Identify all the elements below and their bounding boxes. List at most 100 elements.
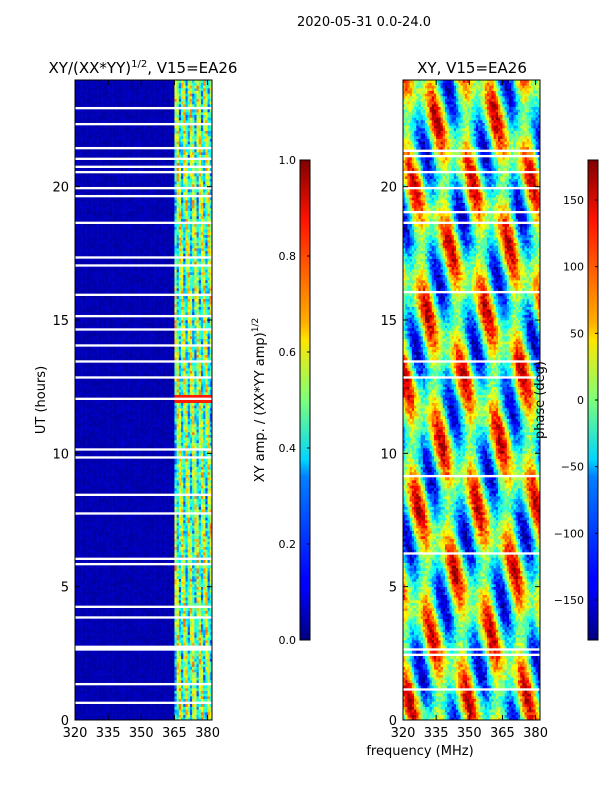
amp-heat-cell	[75, 704, 78, 707]
amp-heat-cell	[94, 706, 98, 710]
amp-heat-cell	[77, 677, 80, 681]
amp-heat-cell	[139, 490, 142, 494]
amp-heat-cell	[81, 669, 85, 673]
amp-heat-cell	[172, 656, 175, 659]
amp-heat-cell	[152, 541, 155, 545]
amp-heat-cell	[128, 690, 131, 694]
amp-heat-cell	[143, 501, 147, 505]
amp-heat-cell	[101, 560, 105, 563]
amp-heat-cell	[132, 640, 135, 643]
amp-heat-cell	[139, 621, 142, 625]
amp-heat-cell	[156, 626, 160, 630]
amp-heat-cell	[81, 637, 85, 641]
amp-heat-cell	[136, 717, 140, 721]
amp-heat-cell	[136, 482, 140, 486]
amp-heat-cell	[183, 693, 186, 697]
amp-heat-cell	[94, 653, 98, 657]
amp-heat-cell	[139, 576, 142, 579]
amp-heat-cell	[119, 581, 122, 585]
amp-heat-cell	[79, 498, 82, 502]
amp-heat-cell	[147, 546, 151, 550]
amp-heat-cell	[203, 632, 206, 635]
amp-heat-cell	[77, 538, 80, 542]
amp-heat-cell	[105, 661, 109, 665]
amp-heat-cell	[139, 517, 142, 521]
amp-heat-cell	[207, 480, 211, 483]
amp-heat-cell	[83, 688, 87, 691]
amp-heat-cell	[152, 560, 155, 563]
amp-heat-cell	[200, 480, 204, 483]
amp-heat-cell	[119, 568, 122, 571]
amp-heat-cell	[79, 666, 82, 670]
amp-heat-cell	[156, 685, 160, 689]
amp-heat-cell	[185, 552, 188, 555]
amp-heat-cell	[77, 685, 80, 689]
amp-heat-cell	[163, 501, 166, 505]
amp-heat-cell	[125, 688, 129, 691]
amp-heat-cell	[158, 677, 162, 681]
amp-heat-cell	[79, 552, 82, 555]
amp-heat-cell	[130, 509, 133, 513]
amp-heat-cell	[81, 504, 85, 507]
amp-heat-cell	[192, 693, 195, 697]
amp-heat-cell	[132, 485, 135, 489]
amp-heat-cell	[178, 602, 182, 606]
amp-heat-cell	[119, 704, 122, 707]
amp-heat-cell	[99, 706, 102, 710]
amp-heat-cell	[83, 653, 87, 657]
amp-heat-cell	[97, 600, 100, 603]
amp-heat-cell	[79, 706, 82, 710]
amp-heat-cell	[141, 613, 144, 617]
amp-heat-cell	[88, 480, 91, 483]
amp-heat-cell	[121, 533, 124, 537]
amp-heat-cell	[103, 496, 107, 499]
amp-heat-cell	[114, 533, 118, 537]
amp-heat-cell	[181, 570, 184, 574]
amp-heat-cell	[187, 514, 191, 518]
amp-heat-cell	[99, 506, 102, 510]
amp-heat-cell	[165, 658, 169, 662]
amp-heat-cell	[112, 485, 116, 489]
amp-heat-cell	[143, 656, 147, 659]
amp-heat-cell	[145, 576, 149, 579]
amp-heat-cell	[158, 498, 162, 502]
amp-heat-cell	[105, 488, 109, 491]
amp-heat-cell	[143, 597, 147, 601]
amp-heat-cell	[103, 600, 107, 603]
amp-heat-cell	[181, 520, 184, 523]
amp-heat-cell	[198, 640, 202, 643]
amp-heat-cell	[103, 517, 107, 521]
amp-heat-cell	[81, 624, 85, 627]
amp-heat-cell	[200, 581, 204, 585]
amp-heat-cell	[94, 664, 98, 667]
amp-heat-cell	[165, 536, 169, 539]
amp-heat-cell	[75, 538, 78, 542]
amp-heat-cell	[139, 589, 142, 593]
amp-heat-cell	[103, 552, 107, 555]
amp-heat-cell	[172, 509, 175, 513]
amp-heat-cell	[86, 533, 89, 537]
amp-heat-cell	[110, 509, 113, 513]
amp-heat-cell	[189, 674, 193, 678]
amp-heat-cell	[130, 712, 133, 715]
amp-heat-cell	[94, 642, 98, 646]
amp-heat-cell	[209, 578, 213, 582]
amp-heat-cell	[132, 698, 135, 702]
amp-heat-cell	[108, 594, 111, 598]
amp-heat-cell	[185, 528, 188, 531]
amp-heat-cell	[165, 696, 169, 699]
amp-heat-cell	[143, 685, 147, 689]
amp-heat-cell	[143, 528, 147, 531]
amp-heat-cell	[97, 624, 100, 627]
amp-heat-cell	[123, 674, 127, 678]
amp-heat-cell	[94, 685, 98, 689]
amp-heat-cell	[86, 584, 89, 587]
amp-heat-cell	[207, 693, 211, 697]
amp-heat-cell	[207, 522, 211, 526]
amp-heat-cell	[119, 594, 122, 598]
amp-heat-cell	[200, 680, 204, 683]
amp-heat-cell	[90, 592, 93, 595]
amp-heat-cell	[174, 712, 177, 715]
amp-heat-cell	[187, 658, 191, 662]
amp-heat-cell	[79, 525, 82, 529]
